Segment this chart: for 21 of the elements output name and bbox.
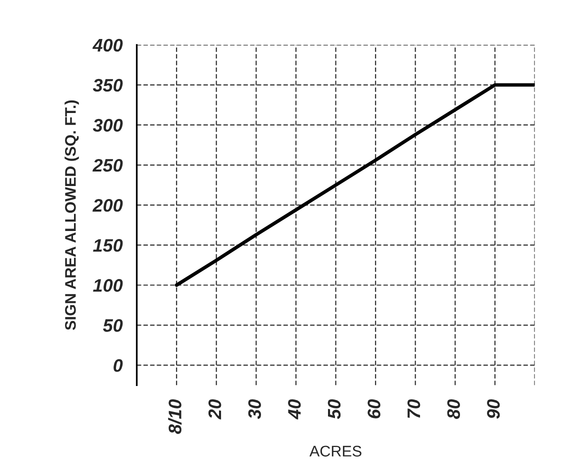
y-axis-title: SIGN AREA ALLOWED (SQ. FT.) [64, 100, 79, 330]
y-tick-label: 250 [92, 158, 123, 172]
y-tick-label: 0 [114, 359, 123, 372]
y-tick-label: 350 [92, 78, 123, 92]
x-tick-label: 40 [288, 399, 301, 420]
x-tick-label: 20 [208, 399, 222, 420]
x-tick-label: 30 [248, 399, 262, 420]
line-series [174, 83, 535, 287]
y-tick-label: 200 [92, 198, 123, 212]
y-tick-label: 150 [93, 239, 123, 252]
y-tick-label: 400 [92, 38, 123, 52]
x-tick-label: 70 [407, 399, 420, 418]
x-tick-label: 90 [487, 399, 500, 419]
x-tick-label: 60 [368, 399, 380, 418]
x-tick-label: 50 [328, 399, 341, 420]
x-tick-label: 8/10 [168, 399, 182, 434]
y-tick-label: 50 [102, 319, 123, 332]
y-tick-label: 300 [92, 118, 123, 132]
x-axis-title: ACRES [309, 446, 362, 457]
x-tick-label: 80 [447, 399, 460, 419]
y-tick-label: 100 [93, 279, 123, 292]
